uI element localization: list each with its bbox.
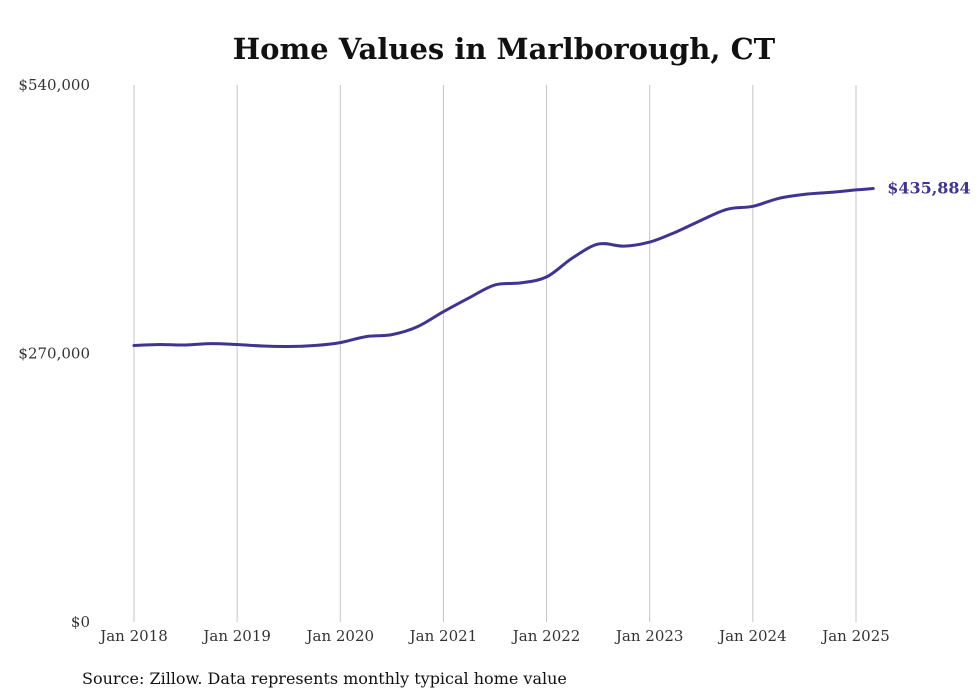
source-note: Source: Zillow. Data represents monthly …	[82, 669, 567, 688]
x-tick-label: Jan 2022	[511, 627, 581, 645]
home-value-line	[132, 187, 875, 349]
x-tick-label: Jan 2020	[305, 627, 375, 645]
y-tick-label: $270,000	[18, 345, 90, 363]
x-tick-label: Jan 2023	[614, 627, 684, 645]
x-tick-label: Jan 2019	[201, 627, 271, 645]
x-axis-ticks: Jan 2018 Jan 2019 Jan 2020 Jan 2021 Jan 2022…	[98, 627, 890, 645]
y-tick-label: $540,000	[18, 76, 90, 94]
y-axis-ticks: $0 $270,000 $540,000	[18, 76, 90, 631]
y-tick-label: $0	[71, 613, 90, 631]
chart-title: Home Values in Marlborough, CT	[233, 32, 776, 66]
gridlines	[133, 85, 857, 622]
latest-value-label: $435,884	[887, 179, 971, 198]
x-tick-label: Jan 2024	[717, 627, 787, 645]
x-tick-label: Jan 2025	[820, 627, 890, 645]
x-tick-label: Jan 2018	[98, 627, 168, 645]
x-tick-label: Jan 2021	[408, 627, 478, 645]
